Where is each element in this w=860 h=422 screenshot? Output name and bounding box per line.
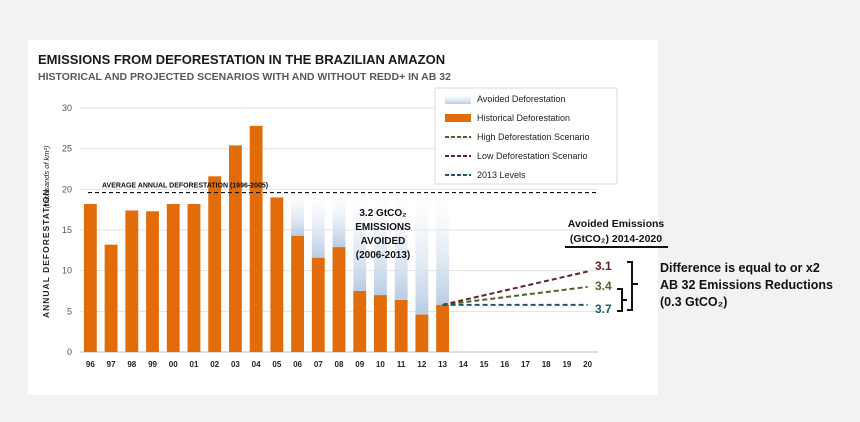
y-tick-10: 10 bbox=[62, 266, 72, 276]
legend-label-1: Historical Deforestation bbox=[477, 113, 570, 123]
bar-avoided-13 bbox=[436, 192, 450, 305]
bar-historical-07 bbox=[311, 257, 325, 352]
outer-bracket bbox=[627, 261, 638, 311]
scenario-line-1 bbox=[442, 270, 588, 306]
bar-avoided-11 bbox=[394, 192, 408, 300]
average-label: AVERAGE ANNUAL DEFORESTATION (1996-2005) bbox=[102, 183, 268, 190]
x-tick-18: 18 bbox=[542, 360, 551, 369]
avoided-line-2: EMISSIONS bbox=[355, 222, 411, 233]
x-tick-11: 11 bbox=[397, 360, 406, 369]
x-tick-98: 98 bbox=[127, 360, 136, 369]
x-tick-09: 09 bbox=[355, 360, 364, 369]
x-tick-02: 02 bbox=[210, 360, 219, 369]
x-tick-08: 08 bbox=[335, 360, 344, 369]
bar-avoided-06 bbox=[291, 192, 304, 236]
bar-historical-01 bbox=[187, 203, 201, 352]
avoided-emissions-title-2: (GtCO₂) 2014-2020 bbox=[570, 233, 662, 245]
y-tick-20: 20 bbox=[62, 184, 72, 194]
y-axis-label: ANNUAL DEFORESTATION bbox=[41, 188, 51, 318]
bar-historical-12 bbox=[415, 314, 429, 352]
x-tick-05: 05 bbox=[272, 360, 281, 369]
bar-historical-13 bbox=[436, 304, 450, 352]
scenario-lines bbox=[442, 270, 588, 306]
x-tick-20: 20 bbox=[583, 360, 592, 369]
x-tick-96: 96 bbox=[86, 360, 95, 369]
legend-label-3: Low Deforestation Scenario bbox=[477, 151, 588, 161]
avoided-line-4: (2006-2013) bbox=[356, 250, 410, 261]
legend: Avoided Deforestation Historical Deforest… bbox=[434, 87, 618, 185]
value-high-scenario: 3.4 bbox=[595, 279, 612, 293]
difference-line-2: AB 32 Emissions Reductions bbox=[660, 278, 833, 292]
scenario-line-0 bbox=[442, 285, 588, 306]
bar-historical-04 bbox=[249, 125, 263, 352]
x-tick-17: 17 bbox=[521, 360, 530, 369]
bar-historical-05 bbox=[270, 197, 284, 352]
y-tick-25: 25 bbox=[62, 144, 72, 154]
x-tick-07: 07 bbox=[314, 360, 323, 369]
difference-line-1: Difference is equal to or x2 bbox=[660, 261, 820, 275]
bar-avoided-08 bbox=[332, 192, 346, 248]
y-tick-30: 30 bbox=[62, 103, 72, 113]
value-low-scenario: 3.1 bbox=[595, 259, 612, 273]
bar-historical-00 bbox=[166, 203, 180, 352]
bar-historical-98 bbox=[125, 210, 139, 352]
y-tick-0: 0 bbox=[67, 347, 72, 357]
bar-historical-09 bbox=[353, 291, 367, 352]
bar-historical-03 bbox=[228, 145, 242, 352]
x-tick-01: 01 bbox=[190, 360, 199, 369]
bars bbox=[83, 125, 450, 352]
chart-subtitle: HISTORICAL AND PROJECTED SCENARIOS WITH … bbox=[38, 71, 451, 83]
bar-historical-99 bbox=[146, 211, 159, 352]
x-tick-13: 13 bbox=[438, 360, 447, 369]
bar-historical-96 bbox=[83, 203, 97, 352]
legend-label-0: Avoided Deforestation bbox=[477, 94, 565, 104]
legend-swatch-historical bbox=[445, 114, 471, 122]
x-tick-12: 12 bbox=[417, 360, 426, 369]
chart-card: EMISSIONS FROM DEFORESTATION IN THE BRAZ… bbox=[28, 40, 833, 395]
bar-historical-02 bbox=[208, 176, 222, 352]
y-axis-ticks: 0 5 10 15 20 25 30 bbox=[62, 103, 72, 357]
x-tick-16: 16 bbox=[500, 360, 509, 369]
bar-historical-10 bbox=[374, 295, 387, 352]
x-tick-99: 99 bbox=[148, 360, 157, 369]
avoided-emissions-annotation: Avoided Emissions (GtCO₂) 2014-2020 3.1 … bbox=[565, 218, 833, 316]
x-tick-03: 03 bbox=[231, 360, 240, 369]
bar-historical-06 bbox=[291, 235, 304, 352]
y-tick-15: 15 bbox=[62, 225, 72, 235]
bar-avoided-09 bbox=[353, 192, 367, 291]
avoided-emissions-title-1: Avoided Emissions bbox=[568, 218, 665, 230]
avoided-line-1: 3.2 GtCO₂ bbox=[359, 208, 406, 219]
chart-title: EMISSIONS FROM DEFORESTATION IN THE BRAZ… bbox=[38, 52, 445, 67]
bar-avoided-10 bbox=[374, 192, 387, 296]
avoided-line-3: AVOIDED bbox=[361, 236, 406, 247]
x-tick-14: 14 bbox=[459, 360, 468, 369]
x-tick-15: 15 bbox=[480, 360, 489, 369]
legend-label-4: 2013 Levels bbox=[477, 170, 526, 180]
y-tick-5: 5 bbox=[67, 306, 72, 316]
legend-swatch-avoided bbox=[445, 94, 471, 104]
bar-historical-08 bbox=[332, 247, 346, 352]
inner-bracket bbox=[617, 288, 627, 312]
x-tick-19: 19 bbox=[562, 360, 571, 369]
value-2013-levels: 3.7 bbox=[595, 302, 612, 316]
legend-label-2: High Deforestation Scenario bbox=[477, 132, 590, 142]
x-tick-97: 97 bbox=[107, 360, 116, 369]
x-axis-ticks: 96 97 98 99 00 01 02 03 04 05 06 07 08 09 10 11 12 13 14 15… bbox=[86, 360, 593, 369]
y-axis-units: (thousands of km²) bbox=[42, 145, 51, 208]
bar-avoided-07 bbox=[311, 192, 325, 258]
bar-avoided-12 bbox=[415, 192, 429, 315]
avoided-annotation: 3.2 GtCO₂ EMISSIONS AVOIDED (2006-2013) bbox=[355, 208, 411, 261]
x-tick-06: 06 bbox=[293, 360, 302, 369]
x-tick-00: 00 bbox=[169, 360, 178, 369]
bar-historical-97 bbox=[104, 244, 118, 352]
x-tick-04: 04 bbox=[252, 360, 261, 369]
difference-line-3: (0.3 GtCO₂) bbox=[660, 295, 727, 309]
x-tick-10: 10 bbox=[376, 360, 385, 369]
bar-historical-11 bbox=[394, 299, 408, 352]
